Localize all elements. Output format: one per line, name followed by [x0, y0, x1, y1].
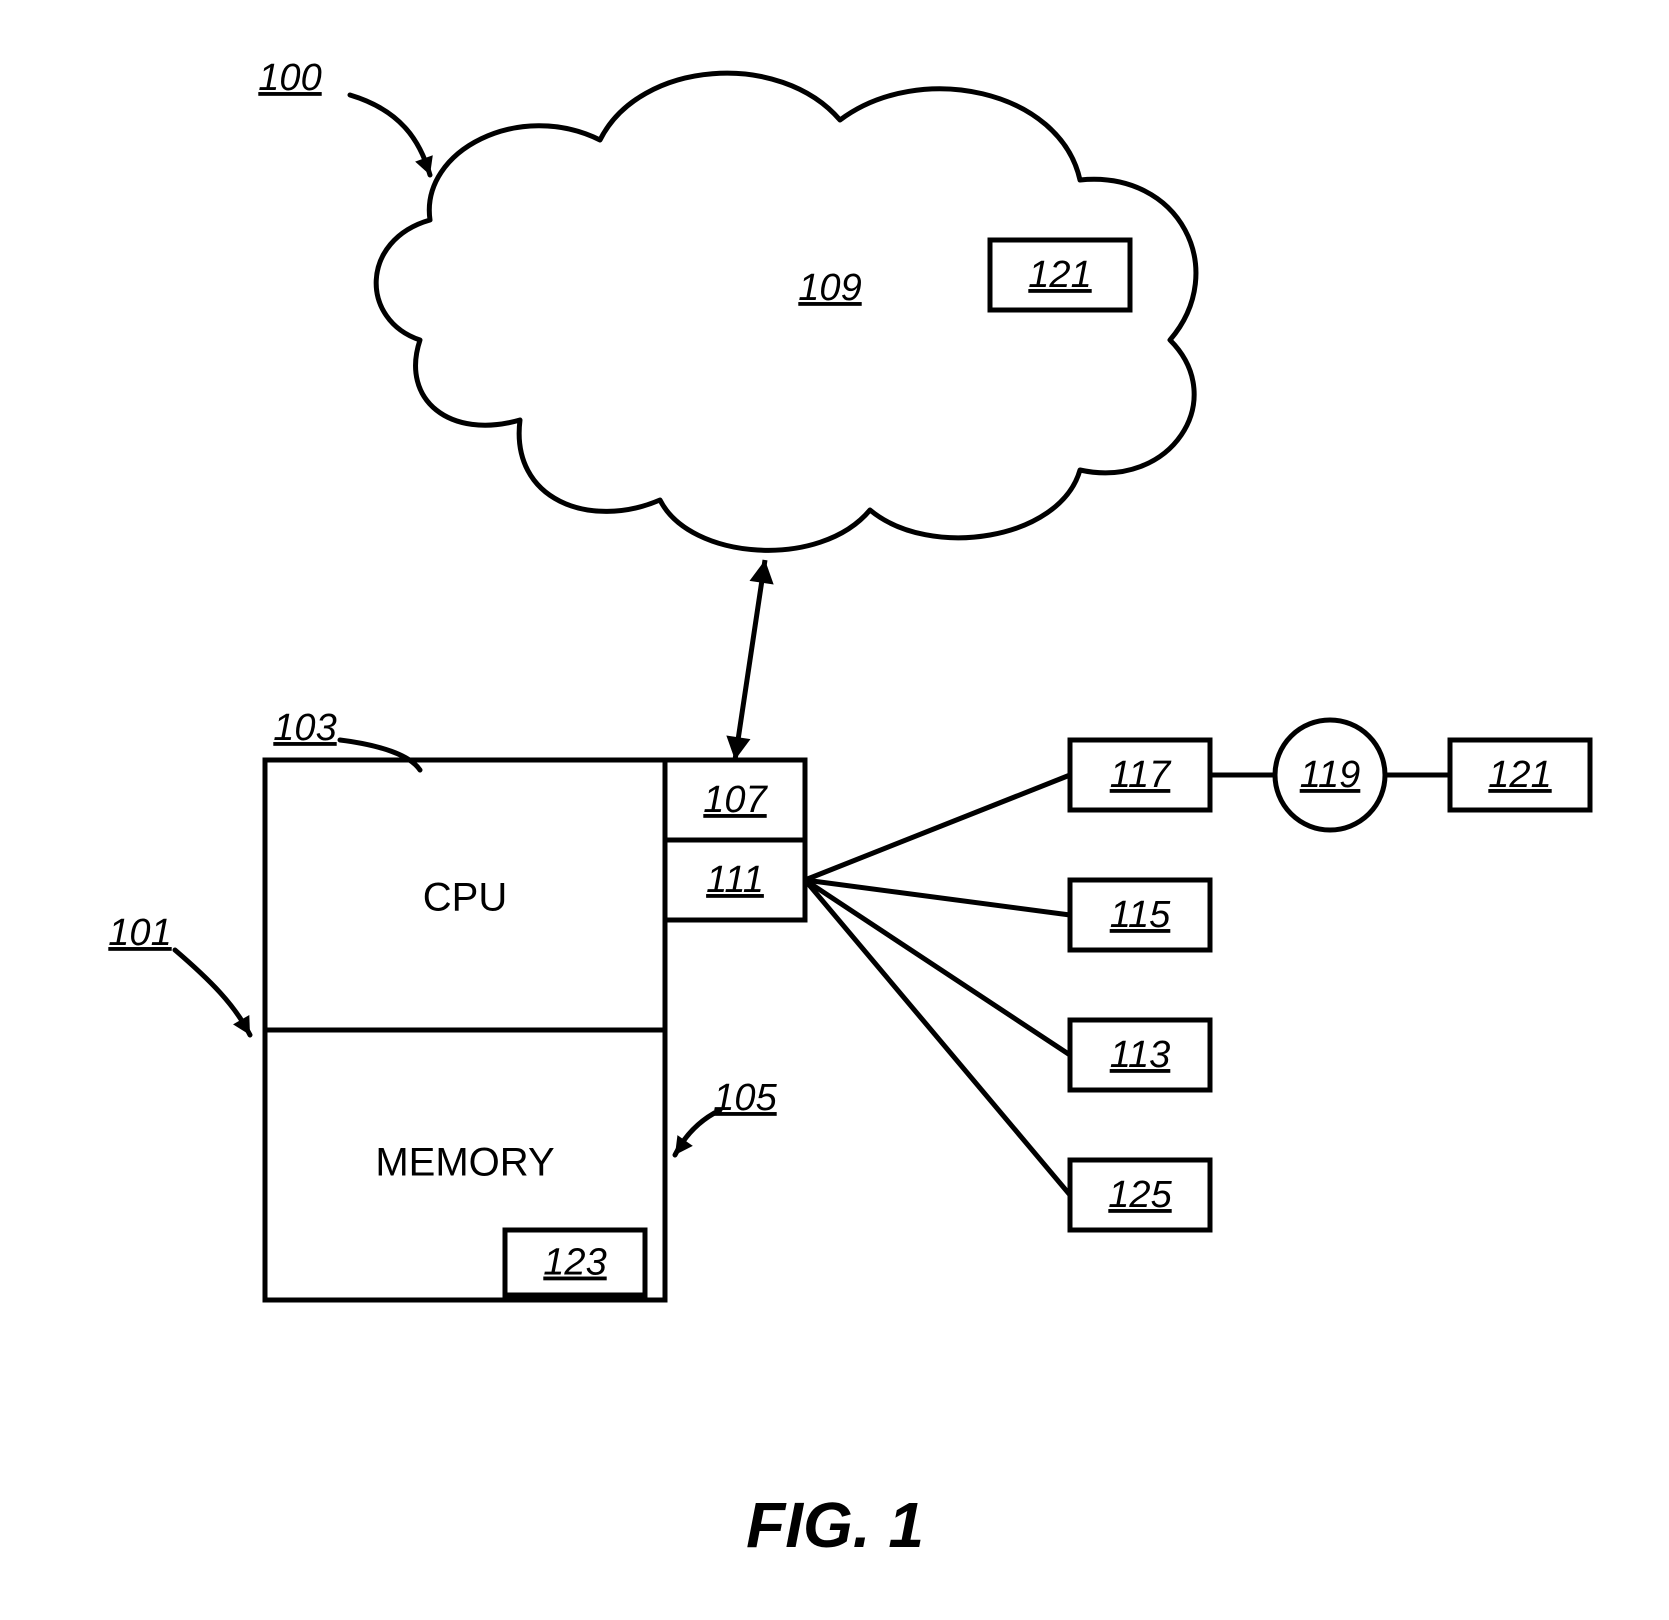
svg-text:107: 107 [703, 779, 768, 821]
svg-text:121: 121 [1028, 254, 1091, 296]
svg-text:FIG. 1: FIG. 1 [746, 1489, 924, 1561]
svg-text:121: 121 [1488, 754, 1551, 796]
svg-text:100: 100 [258, 57, 321, 99]
svg-text:123: 123 [543, 1242, 606, 1284]
svg-text:115: 115 [1110, 894, 1171, 936]
svg-text:111: 111 [706, 859, 764, 901]
svg-text:101: 101 [108, 912, 171, 954]
svg-text:119: 119 [1300, 754, 1361, 796]
svg-text:105: 105 [713, 1077, 777, 1119]
svg-text:113: 113 [1110, 1034, 1171, 1076]
svg-text:109: 109 [798, 267, 861, 309]
svg-text:CPU: CPU [423, 876, 507, 920]
svg-text:MEMORY: MEMORY [375, 1141, 554, 1185]
svg-text:103: 103 [273, 707, 336, 749]
svg-text:125: 125 [1108, 1174, 1172, 1216]
svg-text:117: 117 [1110, 754, 1172, 796]
